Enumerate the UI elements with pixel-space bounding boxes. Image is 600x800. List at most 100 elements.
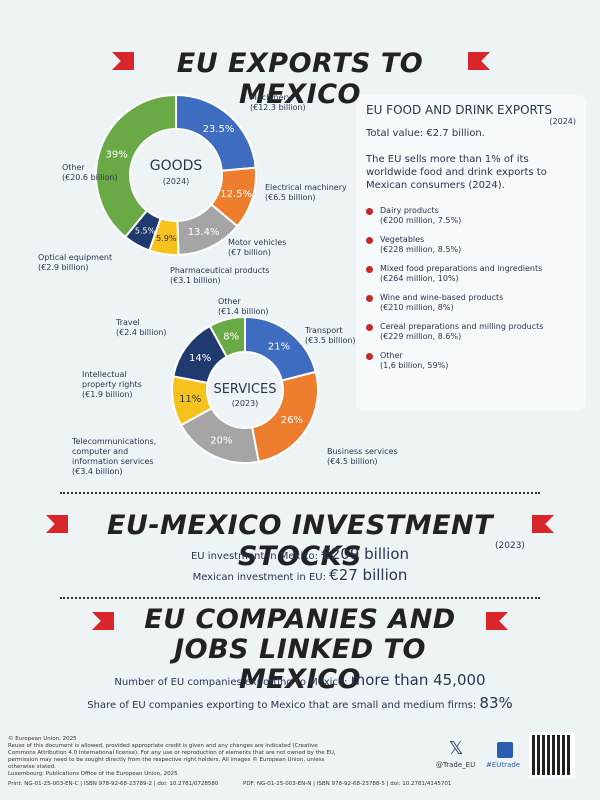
- category: Telecommunications, computer and informa…: [72, 437, 157, 466]
- line-value: more than 45,000: [350, 671, 486, 689]
- amount: (€7 billion): [228, 248, 271, 257]
- x-handle[interactable]: @Trade_EU: [436, 761, 476, 769]
- food-item: Cereal preparations and milling products…: [366, 322, 576, 342]
- line-value: 83%: [479, 694, 513, 712]
- food-item: Other (1,6 billion, 59%): [366, 351, 576, 371]
- line: Share of EU companies exporting to Mexic…: [40, 693, 560, 716]
- companies-title: EU COMPANIES AND JOBS LINKED TO MEXICO: [144, 604, 456, 695]
- food-list: Dairy products (€200 million, 7.5%) Vegeta…: [366, 206, 576, 371]
- food-name: Mixed food preparations and ingredients: [380, 264, 543, 273]
- amount: (€12.3 billion): [250, 103, 306, 112]
- category: Other: [218, 297, 241, 306]
- food-detail: (€264 million, 10%): [380, 274, 459, 283]
- linkedin-handle[interactable]: #EUtrade: [486, 761, 521, 769]
- food-name: Dairy products: [380, 206, 439, 215]
- services-label: Telecommunications, computer and informa…: [72, 437, 162, 477]
- food-name: Cereal preparations and milling products: [380, 322, 544, 331]
- category: Intellectual property rights: [82, 370, 142, 389]
- separator: [60, 492, 540, 494]
- food-detail: (€228 million, 8.5%): [380, 245, 462, 254]
- category: Pharmaceutical products: [170, 266, 270, 275]
- food-total: Total value: €2.7 billion.: [366, 128, 485, 139]
- food-detail: (€210 million, 8%): [380, 303, 454, 312]
- ribbon: [468, 52, 490, 70]
- food-item: Dairy products (€200 million, 7.5%): [366, 206, 576, 226]
- amount: (€1.9 billion): [82, 390, 133, 399]
- main-title: EU EXPORTS TO MEXICO: [176, 48, 424, 110]
- line: Number of EU companies exporting to Mexi…: [40, 670, 560, 693]
- separator: [60, 597, 540, 599]
- goods-label: Optical equipment (€2.9 billion): [38, 253, 112, 273]
- goods-label: Other (€20.6 billion): [62, 163, 118, 183]
- amount: (€6.5 billion): [265, 193, 316, 202]
- food-item: Mixed food preparations and ingredients(…: [366, 264, 576, 284]
- value-label: 5.9%: [156, 234, 177, 243]
- amount: (€20.6 billion): [62, 173, 118, 182]
- x-icon: 𝕏: [448, 738, 464, 759]
- value-label: 26%: [281, 415, 303, 426]
- food-title: EU FOOD AND DRINK EXPORTS: [366, 103, 552, 117]
- license: Reuse of this document is allowed, provi…: [8, 743, 336, 770]
- value-label: 5.5%: [135, 226, 156, 235]
- publisher: Luxembourg: Publications Office of the E…: [8, 771, 178, 777]
- category: Transport: [305, 326, 343, 335]
- category: Machinery: [250, 93, 292, 102]
- food-detail: (€229 million, 8.6%): [380, 332, 462, 341]
- food-name: Other: [380, 351, 403, 360]
- services-label: Business services (€4.5 billion): [327, 447, 398, 467]
- value-label: 13.4%: [188, 227, 220, 238]
- center-title: GOODS: [150, 158, 203, 174]
- category: Electrical machinery: [265, 183, 347, 192]
- amount: (€2.4 billion): [116, 328, 167, 337]
- food-year: (2024): [549, 117, 576, 126]
- goods-label: Motor vehicles (€7 billion): [228, 238, 286, 258]
- line-label: EU investment in Mexico:: [190, 551, 319, 562]
- amount: (€2.9 billion): [38, 263, 89, 272]
- ribbon: [92, 612, 114, 630]
- value-label: 12.5%: [220, 189, 252, 200]
- pdf-id: PDF: NG-01-25-003-EN-N | ISBN 978-92-68-…: [243, 781, 452, 787]
- ribbon: [486, 612, 508, 630]
- companies-lines: Number of EU companies exporting to Mexi…: [40, 670, 560, 716]
- ribbon: [112, 52, 134, 70]
- food-name: Vegetables: [380, 235, 425, 244]
- linkedin-icon: [497, 742, 513, 758]
- line-label: Number of EU companies exporting to Mexi…: [114, 677, 348, 688]
- amount: (€3.4 billion): [72, 467, 123, 476]
- food-name: Wine and wine-based products: [380, 293, 504, 302]
- qr-code: [529, 732, 575, 778]
- center-subtitle: (2024): [163, 177, 190, 186]
- line: Mexican investment in EU: €27 billion: [100, 566, 500, 587]
- footer-legal: © European Union, 2025 Reuse of this doc…: [8, 736, 338, 778]
- food-panel: EU FOOD AND DRINK EXPORTS (2024) Total v…: [356, 95, 586, 411]
- line-label: Share of EU companies exporting to Mexic…: [87, 700, 477, 711]
- copyright: © European Union, 2025: [8, 736, 77, 742]
- goods-label: Electrical machinery (€6.5 billion): [265, 183, 347, 203]
- value-label: 11%: [179, 394, 201, 405]
- value-label: 14%: [189, 353, 211, 364]
- donut-segment: [95, 93, 177, 239]
- value-label: 23.5%: [203, 124, 235, 135]
- amount: (€3.1 billion): [170, 276, 221, 285]
- value-label: 20%: [210, 436, 232, 447]
- value-label: 39%: [106, 149, 128, 160]
- amount: (€1.4 billion): [218, 307, 269, 316]
- goods-label: Machinery (€12.3 billion): [250, 93, 306, 113]
- services-label: Travel (€2.4 billion): [116, 318, 167, 338]
- ribbon: [46, 515, 68, 533]
- category: Other: [62, 163, 85, 172]
- line-value: €27 billion: [329, 566, 408, 584]
- food-text: The EU sells more than 1% of its worldwi…: [366, 154, 547, 191]
- value-label: 8%: [223, 332, 239, 343]
- donut-segment: [208, 315, 246, 359]
- amount: (€4.5 billion): [327, 457, 378, 466]
- investment-year: (2023): [495, 541, 525, 551]
- services-label: Other (€1.4 billion): [218, 297, 269, 317]
- services-label: Intellectual property rights (€1.9 billio…: [82, 370, 147, 400]
- category: Travel: [116, 318, 140, 327]
- category: Business services: [327, 447, 398, 456]
- food-item: Vegetables (€228 million, 8.5%): [366, 235, 576, 255]
- ribbon: [532, 515, 554, 533]
